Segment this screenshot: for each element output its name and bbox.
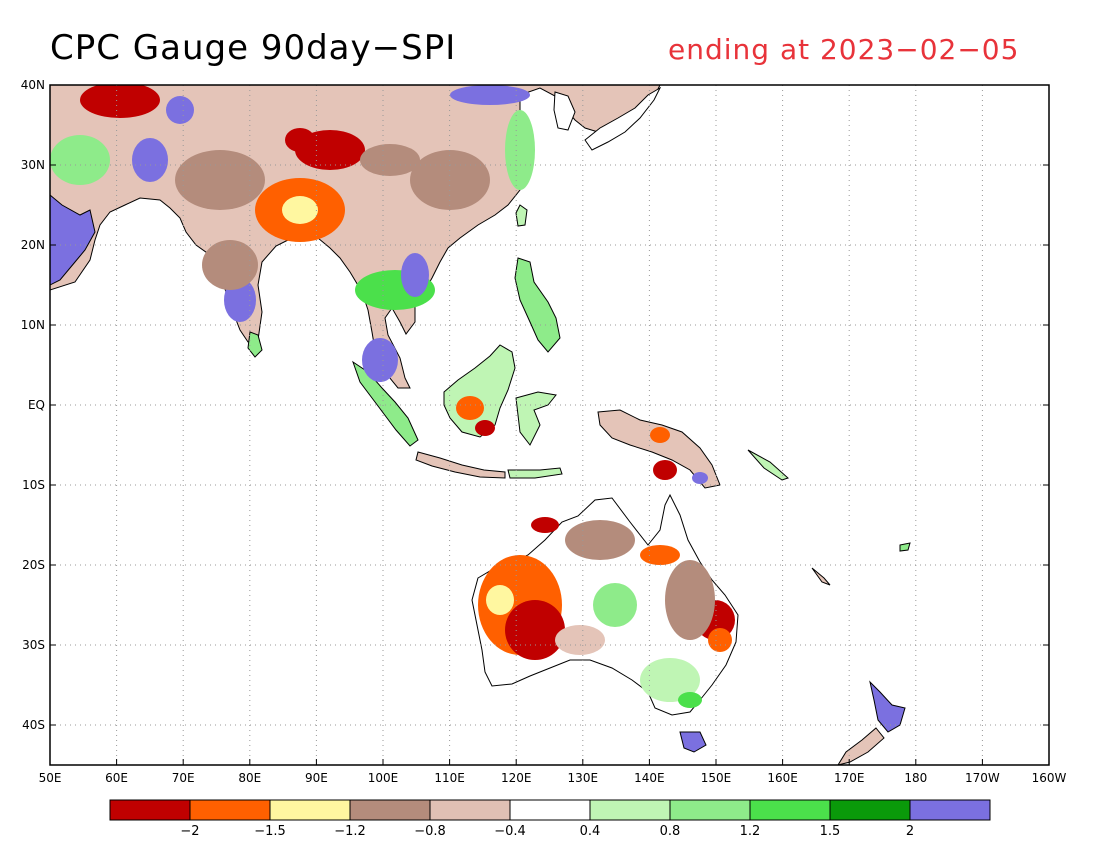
sumatra [352, 360, 419, 447]
lat-tick-label: 20S [22, 558, 45, 572]
lon-tick-label: 80E [238, 771, 261, 785]
lon-tick-label: 160W [1032, 771, 1067, 785]
lon-tick-label: 140E [634, 771, 665, 785]
lat-tick-label: 40S [22, 718, 45, 732]
lon-tick-label: 50E [39, 771, 62, 785]
taiwan [515, 204, 528, 227]
colorbar-swatch [109, 799, 191, 821]
colorbar-label: −0.8 [414, 824, 446, 839]
colorbar-label: 1.2 [740, 824, 761, 839]
sri-lanka [247, 331, 263, 358]
colorbar-swatch [909, 799, 991, 821]
lon-tick-label: 90E [305, 771, 328, 785]
lat-tick-label: 10N [21, 318, 45, 332]
lat-tick-label: 30S [22, 638, 45, 652]
colorbar-swatch [589, 799, 671, 821]
colorbar-label: 2 [906, 824, 914, 839]
lon-tick-label: 170E [834, 771, 865, 785]
solomon-islands [747, 449, 789, 481]
lon-tick-label: 120E [501, 771, 532, 785]
colorbar-label: −1.5 [254, 824, 286, 839]
lat-tick-label: 20N [21, 238, 45, 252]
lat-tick-label: EQ [28, 398, 45, 412]
new-caledonia [811, 567, 831, 586]
colorbar-label: 0.4 [580, 824, 601, 839]
gridlines [49, 84, 1050, 765]
colorbar-swatch [749, 799, 831, 821]
map-date: ending at 2023−02−05 [668, 33, 1020, 66]
lon-tick-label: 180 [904, 771, 927, 785]
asia-anomaly-patches [50, 85, 535, 436]
philippines [514, 257, 561, 353]
colorbar-swatch [269, 799, 351, 821]
colorbar-label: −2 [180, 824, 199, 839]
lat-tick-label: 40N [21, 78, 45, 92]
lon-tick-label: 60E [105, 771, 128, 785]
japan [584, 86, 662, 151]
lon-tick-label: 170W [965, 771, 1000, 785]
lat-tick-label: 30N [21, 158, 45, 172]
lon-tick-label: 70E [172, 771, 195, 785]
lon-tick-label: 160E [767, 771, 798, 785]
korea [553, 91, 576, 131]
colorbar: −2 −1.5 −1.2 −0.8 −0.4 0.4 0.8 1.2 1.5 2 [109, 799, 991, 839]
colorbar-label: −1.2 [334, 824, 366, 839]
tasmania [679, 731, 707, 753]
lat-tick-label: 10S [22, 478, 45, 492]
colorbar-swatch [429, 799, 511, 821]
colorbar-swatch [829, 799, 911, 821]
colorbar-swatch [349, 799, 431, 821]
colorbar-label: −0.4 [494, 824, 526, 839]
colorbar-label: 1.5 [820, 824, 841, 839]
fiji [899, 542, 911, 552]
plot-frame [49, 84, 1050, 766]
latitude-labels: 40N 30N 20N 10N EQ 10S 20S 30S 40S [21, 78, 45, 732]
lon-tick-label: 130E [568, 771, 599, 785]
colorbar-swatch [509, 799, 591, 821]
colorbar-swatch [669, 799, 751, 821]
colorbar-swatch [189, 799, 271, 821]
lon-tick-label: 110E [434, 771, 465, 785]
lesser-sunda [507, 467, 563, 479]
longitude-labels: 50E 60E 70E 80E 90E 100E 110E 120E 130E 140E 150E 1… [39, 771, 1067, 785]
java [415, 451, 506, 479]
lon-tick-label: 100E [368, 771, 399, 785]
arabia-edge [50, 194, 96, 286]
map-title: CPC Gauge 90day−SPI [50, 28, 457, 68]
new-guinea [597, 409, 721, 489]
colorbar-label: 0.8 [660, 824, 681, 839]
lon-tick-label: 150E [701, 771, 732, 785]
